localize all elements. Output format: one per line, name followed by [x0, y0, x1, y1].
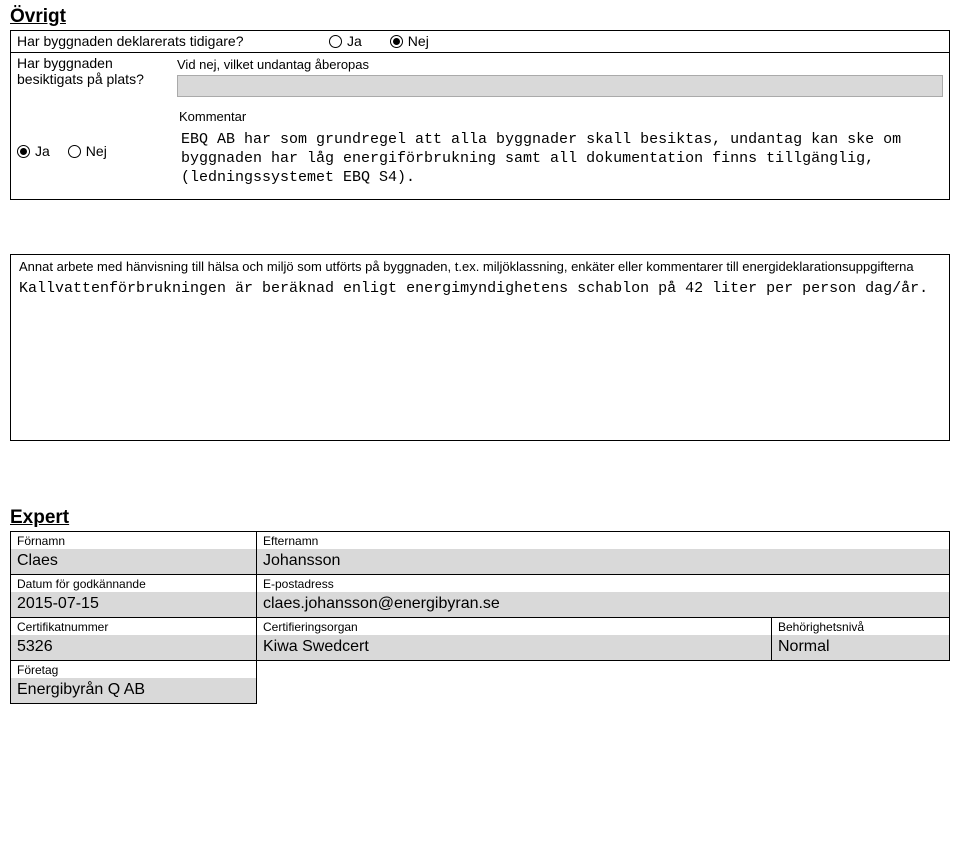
declared-nej-radio[interactable]: Nej — [390, 33, 429, 49]
fornamn-cell: Förnamn Claes — [10, 531, 257, 575]
ovrigt-title: Övrigt — [10, 6, 950, 28]
q-declared-label: Har byggnaden deklarerats tidigare? — [11, 31, 301, 52]
inspected-ja-radio[interactable]: Ja — [17, 113, 50, 189]
row-kommentar: Ja Nej Kommentar EBQ AB har som grundreg… — [11, 103, 949, 199]
epost-label: E-postadress — [263, 577, 943, 591]
datum-value: 2015-07-15 — [11, 592, 256, 617]
fornamn-value: Claes — [11, 549, 256, 574]
q-declared-options: Ja Nej — [301, 31, 949, 52]
ovrigt-section: Övrigt Har byggnaden deklarerats tidigar… — [10, 6, 950, 200]
kommentar-text: EBQ AB har som grundregel att alla byggn… — [179, 127, 941, 189]
radio-dot-icon — [329, 35, 342, 48]
q-inspected-label: Har byggnaden besiktigats på plats? — [11, 53, 171, 103]
behor-value: Normal — [772, 635, 949, 660]
radio-dot-icon — [68, 145, 81, 158]
datum-cell: Datum för godkännande 2015-07-15 — [10, 575, 257, 618]
certorg-value: Kiwa Swedcert — [257, 635, 771, 660]
annat-label: Annat arbete med hänvisning till hälsa o… — [19, 259, 941, 276]
vid-nej-input[interactable] — [177, 75, 943, 97]
expert-row-date-email: Datum för godkännande 2015-07-15 E-posta… — [10, 575, 950, 618]
foretag-value: Energibyrån Q AB — [11, 678, 256, 703]
certorg-label: Certifieringsorgan — [263, 620, 765, 634]
certorg-cell: Certifieringsorgan Kiwa Swedcert — [257, 618, 772, 661]
foretag-cell: Företag Energibyrån Q AB — [10, 661, 257, 704]
radio-label: Nej — [86, 143, 107, 159]
efternamn-value: Johansson — [257, 549, 949, 574]
kommentar-group: Kommentar EBQ AB har som grundregel att … — [171, 103, 949, 199]
epost-cell: E-postadress claes.johansson@energibyran… — [257, 575, 950, 618]
expert-row-name: Förnamn Claes Efternamn Johansson — [10, 531, 950, 575]
row-inspected: Har byggnaden besiktigats på plats? Vid … — [11, 53, 949, 103]
annat-box: Annat arbete med hänvisning till hälsa o… — [10, 254, 950, 441]
q-inspected-line2: besiktigats på plats? — [17, 71, 165, 87]
radio-label: Nej — [408, 33, 429, 49]
q-inspected-line1: Har byggnaden — [17, 55, 165, 71]
cert-label: Certifikatnummer — [17, 620, 250, 634]
inspected-options: Ja Nej — [11, 103, 171, 199]
behor-cell: Behörighetsnivå Normal — [772, 618, 950, 661]
kommentar-label: Kommentar — [179, 109, 941, 124]
radio-label: Ja — [35, 143, 50, 159]
epost-value: claes.johansson@energibyran.se — [257, 592, 949, 617]
expert-title: Expert — [10, 507, 950, 529]
annat-text: Kallvattenförbrukningen är beräknad enli… — [19, 280, 941, 430]
inspected-nej-radio[interactable]: Nej — [68, 113, 107, 189]
efternamn-cell: Efternamn Johansson — [257, 531, 950, 575]
row-declared: Har byggnaden deklarerats tidigare? Ja N… — [11, 31, 949, 53]
datum-label: Datum för godkännande — [17, 577, 250, 591]
vid-nej-label: Vid nej, vilket undantag åberopas — [177, 57, 943, 72]
ovrigt-box: Har byggnaden deklarerats tidigare? Ja N… — [10, 30, 950, 200]
radio-dot-selected-icon — [17, 145, 30, 158]
declared-ja-radio[interactable]: Ja — [329, 33, 362, 49]
radio-dot-selected-icon — [390, 35, 403, 48]
vid-nej-group: Vid nej, vilket undantag åberopas — [171, 53, 949, 103]
expert-row-foretag: Företag Energibyrån Q AB — [10, 661, 950, 704]
expert-section: Expert Förnamn Claes Efternamn Johansson… — [10, 507, 950, 704]
fornamn-label: Förnamn — [17, 534, 250, 548]
efternamn-label: Efternamn — [263, 534, 943, 548]
radio-label: Ja — [347, 33, 362, 49]
cert-value: 5326 — [11, 635, 256, 660]
foretag-label: Företag — [17, 663, 250, 677]
cert-cell: Certifikatnummer 5326 — [10, 618, 257, 661]
behor-label: Behörighetsnivå — [778, 620, 943, 634]
expert-row-cert: Certifikatnummer 5326 Certifieringsorgan… — [10, 618, 950, 661]
